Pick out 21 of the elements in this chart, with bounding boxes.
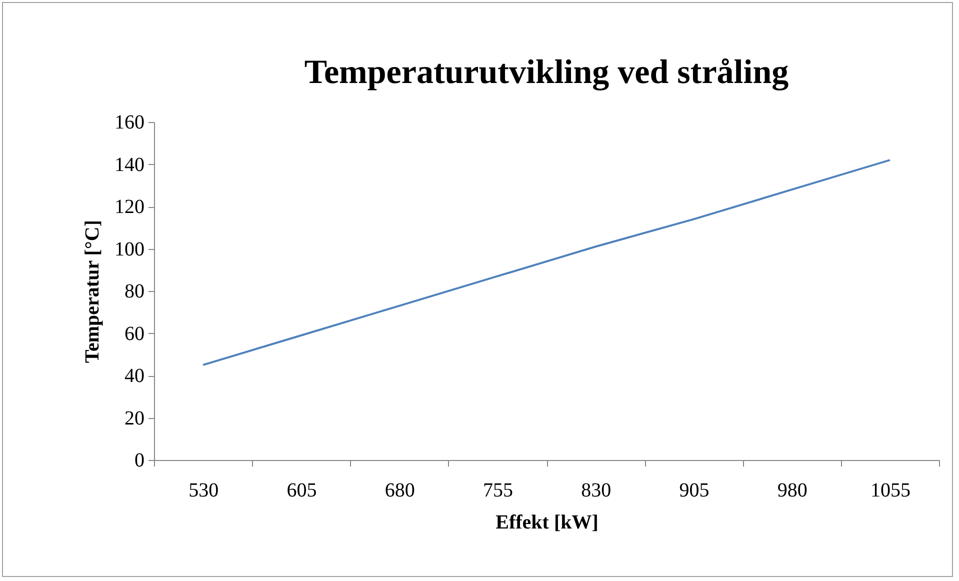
- y-tick-label: 80: [124, 280, 144, 302]
- x-tick-label: 980: [777, 480, 808, 502]
- x-tick-label: 530: [188, 480, 219, 502]
- x-tick-label: 605: [286, 480, 317, 502]
- x-tick-label: 755: [482, 480, 513, 502]
- y-tick-label: 20: [124, 407, 144, 430]
- line-series: [202, 159, 891, 366]
- chart-title: Temperaturutvikling ved stråling: [304, 54, 789, 91]
- y-tick-label: 40: [124, 365, 144, 387]
- y-tick-label: 100: [114, 238, 144, 260]
- y-tick-label: 120: [114, 196, 144, 218]
- x-tick-label: 1055: [870, 480, 910, 502]
- y-axis-title: Temperatur [°C]: [82, 220, 104, 363]
- x-tick-label: 680: [384, 480, 415, 502]
- y-tick-label: 0: [134, 450, 144, 472]
- x-tick-label: 830: [581, 480, 612, 502]
- y-tick-label: 60: [124, 322, 144, 345]
- x-axis-title: Effekt [kW]: [496, 512, 598, 534]
- y-tick-label: 140: [114, 154, 144, 176]
- x-tick-label: 905: [679, 480, 710, 502]
- y-tick-label: 160: [114, 112, 144, 134]
